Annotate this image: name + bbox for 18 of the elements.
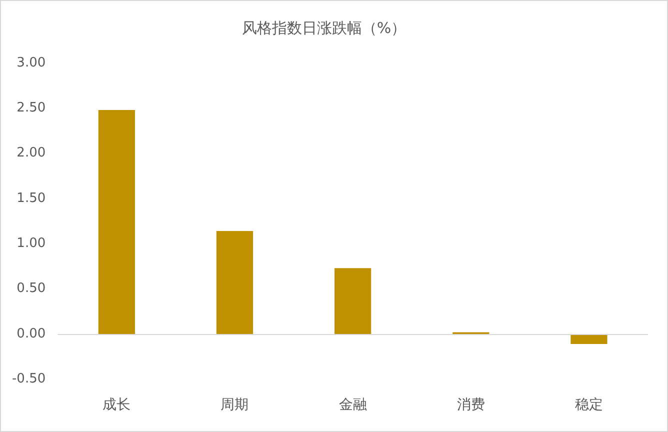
x-tick-label: 金融: [338, 397, 367, 414]
y-tick-label: 1.50: [16, 190, 46, 206]
x-tick-label: 消费: [456, 397, 485, 414]
x-tick-label: 稳定: [574, 397, 603, 414]
x-tick-label: 成长: [102, 397, 131, 414]
bar: [570, 334, 608, 344]
chart-title: 风格指数日涨跌幅（%）: [242, 18, 406, 37]
bar: [98, 110, 135, 334]
y-tick-label: -0.50: [12, 372, 46, 387]
y-tick-label: 2.00: [16, 146, 46, 161]
x-tick-label: 周期: [220, 397, 249, 414]
bar: [216, 231, 254, 334]
bar: [334, 268, 372, 334]
y-tick-label: 1.00: [16, 236, 46, 252]
y-tick-label: 2.50: [16, 100, 46, 116]
y-tick-label: 0.50: [16, 281, 46, 296]
y-tick-label: 3.00: [16, 55, 46, 70]
y-tick-label: 0.00: [16, 326, 46, 342]
